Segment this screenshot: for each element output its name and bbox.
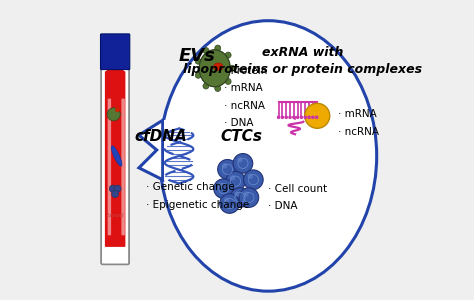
Circle shape bbox=[300, 116, 303, 119]
Circle shape bbox=[230, 188, 250, 207]
Circle shape bbox=[244, 170, 263, 190]
Ellipse shape bbox=[160, 21, 377, 291]
Ellipse shape bbox=[111, 146, 122, 166]
Circle shape bbox=[218, 182, 223, 188]
Circle shape bbox=[107, 108, 120, 121]
Circle shape bbox=[281, 116, 284, 119]
Circle shape bbox=[284, 116, 288, 119]
Circle shape bbox=[303, 116, 307, 119]
Circle shape bbox=[277, 116, 281, 119]
Circle shape bbox=[311, 116, 315, 119]
Ellipse shape bbox=[213, 63, 223, 70]
Text: · Epigenetic change: · Epigenetic change bbox=[146, 200, 250, 210]
Circle shape bbox=[115, 107, 120, 112]
Circle shape bbox=[218, 160, 237, 179]
Text: CTCs: CTCs bbox=[220, 129, 263, 144]
Ellipse shape bbox=[199, 50, 230, 87]
Circle shape bbox=[114, 185, 121, 192]
Text: cfDNA: cfDNA bbox=[135, 129, 188, 144]
FancyBboxPatch shape bbox=[101, 67, 129, 264]
Circle shape bbox=[195, 72, 201, 78]
Text: · ncRNA: · ncRNA bbox=[338, 127, 379, 136]
Ellipse shape bbox=[106, 68, 125, 76]
FancyBboxPatch shape bbox=[108, 99, 111, 235]
Circle shape bbox=[243, 191, 249, 197]
Circle shape bbox=[226, 171, 246, 191]
Circle shape bbox=[292, 116, 296, 119]
Circle shape bbox=[247, 173, 253, 179]
Text: · mRNA: · mRNA bbox=[224, 83, 263, 94]
Text: · DNA: · DNA bbox=[224, 118, 253, 128]
FancyBboxPatch shape bbox=[105, 71, 126, 247]
Text: · Protein: · Protein bbox=[224, 66, 267, 76]
Text: · ncRNA: · ncRNA bbox=[224, 101, 264, 111]
FancyBboxPatch shape bbox=[100, 34, 130, 70]
Circle shape bbox=[315, 116, 319, 119]
Text: EVs: EVs bbox=[178, 47, 215, 65]
Polygon shape bbox=[164, 120, 174, 180]
Circle shape bbox=[230, 175, 235, 181]
Circle shape bbox=[225, 79, 231, 84]
Circle shape bbox=[215, 85, 221, 91]
Circle shape bbox=[305, 103, 330, 128]
Text: · DNA: · DNA bbox=[268, 202, 298, 212]
Circle shape bbox=[224, 197, 229, 203]
Circle shape bbox=[111, 190, 118, 198]
Circle shape bbox=[288, 116, 292, 119]
FancyBboxPatch shape bbox=[121, 99, 125, 235]
Circle shape bbox=[203, 83, 209, 89]
Circle shape bbox=[220, 194, 239, 213]
Text: · Genetic change: · Genetic change bbox=[146, 182, 235, 192]
Circle shape bbox=[237, 157, 243, 163]
Circle shape bbox=[109, 185, 116, 192]
Circle shape bbox=[195, 58, 201, 64]
Circle shape bbox=[296, 116, 300, 119]
Text: · Cell count: · Cell count bbox=[268, 184, 328, 194]
Circle shape bbox=[229, 65, 235, 71]
Text: blood: blood bbox=[106, 213, 124, 218]
Ellipse shape bbox=[199, 50, 230, 87]
Polygon shape bbox=[139, 120, 163, 180]
Circle shape bbox=[225, 52, 231, 58]
Circle shape bbox=[234, 191, 240, 197]
Circle shape bbox=[239, 188, 259, 207]
Circle shape bbox=[307, 116, 311, 119]
Circle shape bbox=[233, 154, 253, 173]
Circle shape bbox=[222, 163, 228, 169]
Circle shape bbox=[203, 47, 209, 53]
Text: · mRNA: · mRNA bbox=[338, 109, 377, 119]
Circle shape bbox=[214, 179, 233, 198]
Text: exRNA with
lipoproteins or protein complexes: exRNA with lipoproteins or protein compl… bbox=[183, 46, 422, 76]
Circle shape bbox=[215, 45, 221, 51]
